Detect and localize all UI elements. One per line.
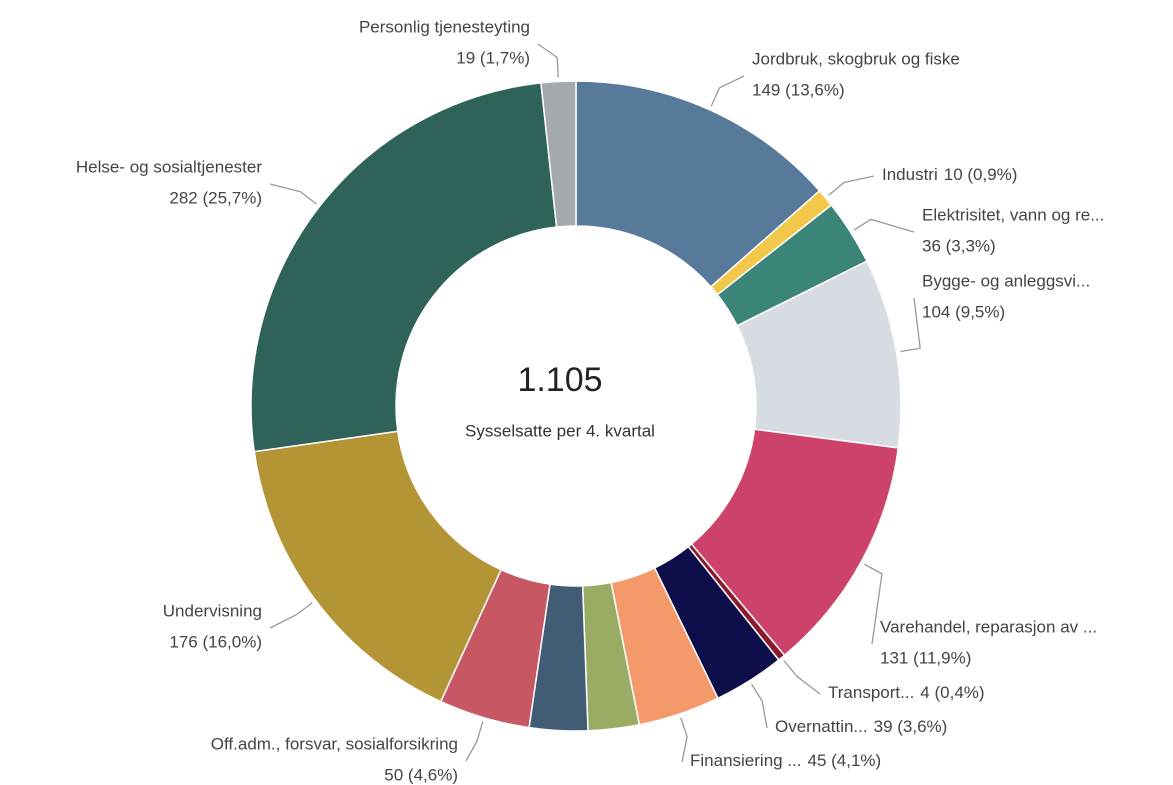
leader-line	[680, 717, 688, 763]
donut-segment	[690, 428, 900, 657]
donut-segment	[250, 82, 558, 453]
category-label: Off.adm., forsvar, sosialforsikring	[211, 734, 458, 753]
category-label: Overnattin...	[775, 717, 868, 736]
leader-line	[853, 218, 915, 233]
leader-line	[864, 563, 883, 645]
category-label: Varehandel, reparasjon av ...	[880, 617, 1097, 636]
data-label: Transport... 4 (0,4%)	[828, 683, 985, 702]
center-label: Sysselsatte per 4. kvartal	[465, 421, 655, 440]
category-label: Elektrisitet, vann og re...	[922, 205, 1104, 224]
leader-line	[783, 660, 821, 695]
donut	[250, 80, 902, 732]
leader-line	[900, 297, 921, 353]
donut-segment	[253, 430, 503, 703]
data-label: Industri 10 (0,9%)	[882, 165, 1017, 184]
value-label: 36 (3,3%)	[922, 236, 996, 255]
category-label: Transport...	[828, 683, 914, 702]
category-label: Industri	[882, 165, 938, 184]
leader-line	[828, 175, 875, 196]
value-label: 4 (0,4%)	[920, 683, 984, 702]
donut-segment	[540, 80, 577, 228]
center-value: 1.105	[517, 361, 602, 399]
leader-line	[465, 721, 484, 762]
leader-line	[537, 43, 559, 78]
data-label: Overnattin... 39 (3,6%)	[775, 717, 947, 736]
value-label: 282 (25,7%)	[169, 188, 262, 207]
value-label: 39 (3,6%)	[874, 717, 948, 736]
leader-line	[710, 75, 745, 107]
value-label: 176 (16,0%)	[169, 632, 262, 651]
value-label: 131 (11,9%)	[880, 648, 971, 667]
value-label: 45 (4,1%)	[808, 751, 882, 770]
category-label: Finansiering ...	[690, 751, 802, 770]
donut-segment	[575, 80, 821, 288]
value-label: 104 (9,5%)	[922, 302, 1005, 321]
value-label: 50 (4,6%)	[384, 765, 458, 784]
category-label: Helse- og sosialtjenester	[76, 157, 262, 176]
leader-line	[269, 602, 313, 629]
value-label: 10 (0,9%)	[944, 165, 1018, 184]
data-label: Finansiering ... 45 (4,1%)	[690, 751, 881, 770]
category-label: Personlig tjenesteyting	[359, 17, 530, 36]
leader-line	[269, 183, 317, 205]
category-label: Jordbruk, skogbruk og fiske	[752, 49, 960, 68]
value-label: 149 (13,6%)	[752, 80, 845, 99]
leader-line	[751, 683, 768, 729]
category-label: Undervisning	[163, 601, 262, 620]
category-label: Bygge- og anleggsvi...	[922, 271, 1090, 290]
value-label: 19 (1,7%)	[456, 48, 530, 67]
